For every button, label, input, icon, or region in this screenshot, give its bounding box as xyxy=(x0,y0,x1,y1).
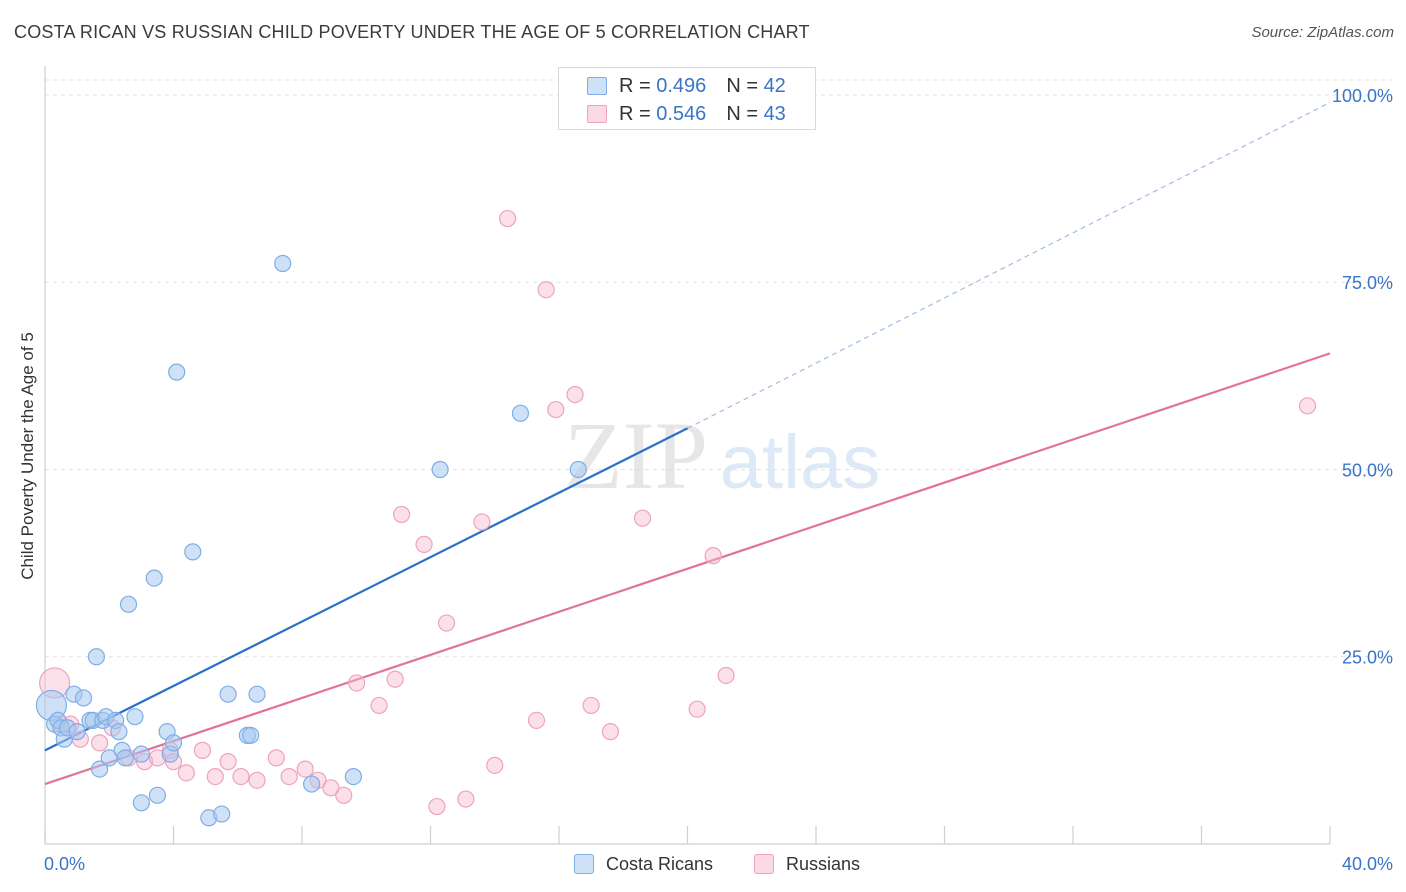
legend-item-costa-ricans: Costa Ricans xyxy=(574,851,713,877)
russians-point xyxy=(386,670,404,688)
russians-point xyxy=(322,779,340,797)
source-label: Source: ZipAtlas.com xyxy=(1251,24,1394,41)
russians-point xyxy=(428,797,446,816)
data-points xyxy=(35,209,1317,827)
russians-point xyxy=(335,786,353,804)
russians-point xyxy=(537,281,555,299)
russians-point xyxy=(348,674,366,692)
russians-point xyxy=(633,509,652,527)
costa-ricans-point xyxy=(303,775,321,793)
trend-lines xyxy=(44,101,1331,786)
costa-ricans-swatch xyxy=(574,854,594,874)
n-value-costa-ricans: 42 xyxy=(763,74,786,97)
x-tick-label: 40.0% xyxy=(1342,854,1393,874)
russians-point xyxy=(267,749,285,767)
legend-row-russians: R = 0.546 N = 43 xyxy=(587,101,786,127)
y-axis-label: Child Poverty Under the Age of 5 xyxy=(18,332,37,580)
costa-ricans-point xyxy=(148,786,167,804)
y-tick-label: 75.0% xyxy=(1342,273,1393,293)
chart-title: COSTA RICAN VS RUSSIAN CHILD POVERTY UND… xyxy=(14,22,810,42)
russians-point xyxy=(566,385,584,404)
costa-ricans-point xyxy=(164,734,183,752)
russians-point xyxy=(688,700,706,718)
costa-ricans-point xyxy=(248,685,266,703)
russians-swatch xyxy=(754,854,774,874)
russians-point xyxy=(193,741,212,759)
costa-ricans-point xyxy=(91,760,109,778)
legend-row-costa-ricans: R = 0.496 N = 42 xyxy=(587,73,786,99)
correlation-legend: R = 0.496 N = 42 R = 0.546 N = 43 xyxy=(558,67,816,130)
r-label: R = xyxy=(619,74,651,97)
costa-ricans-point xyxy=(511,404,530,422)
russians-point xyxy=(232,767,250,786)
russians-point xyxy=(437,614,456,632)
costa-ricans-point xyxy=(68,723,86,741)
watermark: ZIP atlas xyxy=(564,402,880,509)
russians-point xyxy=(248,771,266,789)
russians-point xyxy=(415,535,433,553)
n-label: N = xyxy=(726,74,758,97)
russians-point xyxy=(296,760,314,778)
costa-ricans-point xyxy=(116,749,134,767)
costa-ricans-point xyxy=(132,745,150,763)
russians-point xyxy=(280,767,298,786)
watermark-zip: ZIP xyxy=(564,402,708,509)
russians-point xyxy=(547,400,565,419)
x-tick-label: 0.0% xyxy=(44,854,85,874)
r-value-russians: 0.546 xyxy=(656,102,707,125)
costa-ricans-trendline-extension xyxy=(687,101,1331,429)
russians-swatch xyxy=(587,105,607,123)
r-value-costa-ricans: 0.496 xyxy=(656,74,707,97)
russians-point xyxy=(177,764,195,782)
n-value-russians: 43 xyxy=(763,102,786,125)
costa-ricans-point xyxy=(110,723,128,741)
costa-ricans-point xyxy=(184,543,202,561)
costa-ricans-swatch xyxy=(587,77,607,95)
russians-point xyxy=(1298,397,1317,415)
russians-point xyxy=(601,723,620,741)
costa-ricans-point xyxy=(213,805,231,823)
russians-point xyxy=(486,756,504,774)
costa-ricans-point xyxy=(168,363,186,381)
russians-point xyxy=(499,209,517,228)
costa-ricans-point xyxy=(119,595,138,613)
costa-ricans-point xyxy=(274,254,292,273)
r-label: R = xyxy=(619,102,651,125)
russians-point xyxy=(392,505,411,524)
costa-ricans-point xyxy=(569,460,587,479)
n-label: N = xyxy=(726,102,758,125)
legend-item-russians: Russians xyxy=(754,851,860,877)
legend-label-russians: Russians xyxy=(786,853,861,874)
y-tick-label: 100.0% xyxy=(1332,86,1393,106)
legend-label-costa-ricans: Costa Ricans xyxy=(606,853,714,874)
costa-ricans-point xyxy=(132,794,150,812)
grid-lines xyxy=(45,79,1392,658)
costa-ricans-trendline xyxy=(44,427,688,752)
y-tick-label: 50.0% xyxy=(1342,460,1393,480)
russians-point xyxy=(582,696,600,715)
costa-ricans-point xyxy=(74,689,93,707)
tick-labels: 25.0% 50.0% 75.0% 100.0% 0.0% 40.0% xyxy=(44,86,1393,874)
russians-point xyxy=(527,711,546,730)
costa-ricans-point xyxy=(242,726,260,744)
costa-ricans-point xyxy=(431,460,449,479)
russians-point xyxy=(704,547,722,565)
russians-point xyxy=(457,790,475,808)
russians-point xyxy=(206,767,224,786)
russians-point xyxy=(717,666,735,685)
costa-ricans-point xyxy=(219,685,237,703)
costa-ricans-point xyxy=(126,708,144,726)
russians-point xyxy=(473,513,491,531)
russians-point xyxy=(91,734,109,752)
watermark-atlas: atlas xyxy=(720,420,881,505)
russians-point xyxy=(219,753,237,771)
costa-ricans-point xyxy=(344,767,362,786)
russians-point xyxy=(370,696,388,715)
russians-trendline xyxy=(44,352,1331,786)
y-tick-label: 25.0% xyxy=(1342,648,1393,668)
costa-ricans-point xyxy=(87,648,106,666)
costa-ricans-point xyxy=(145,569,163,587)
